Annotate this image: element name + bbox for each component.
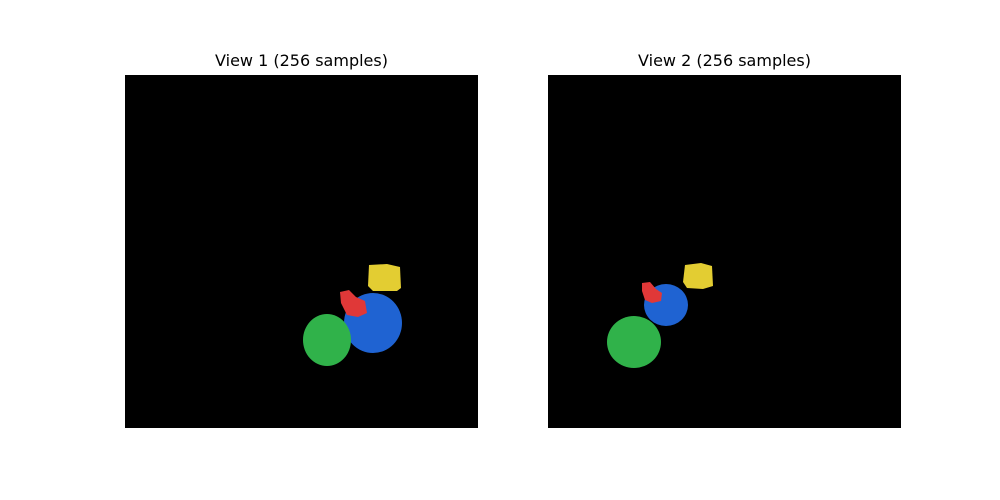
view-1-render <box>125 75 478 428</box>
view-2-red-object <box>642 282 662 303</box>
view-1-title: View 1 (256 samples) <box>215 51 388 70</box>
view-1-background <box>125 75 478 428</box>
view-2-image <box>548 75 901 428</box>
view-1-image <box>125 75 478 428</box>
view-1-red-object <box>340 290 367 317</box>
view-2-background <box>548 75 901 428</box>
view-2-title: View 2 (256 samples) <box>638 51 811 70</box>
view-1-yellow-object <box>368 264 401 291</box>
view-2-green-object <box>607 316 661 368</box>
view-2-render <box>548 75 901 428</box>
view-2-yellow-object <box>683 263 713 289</box>
view-1-green-object <box>303 314 351 366</box>
